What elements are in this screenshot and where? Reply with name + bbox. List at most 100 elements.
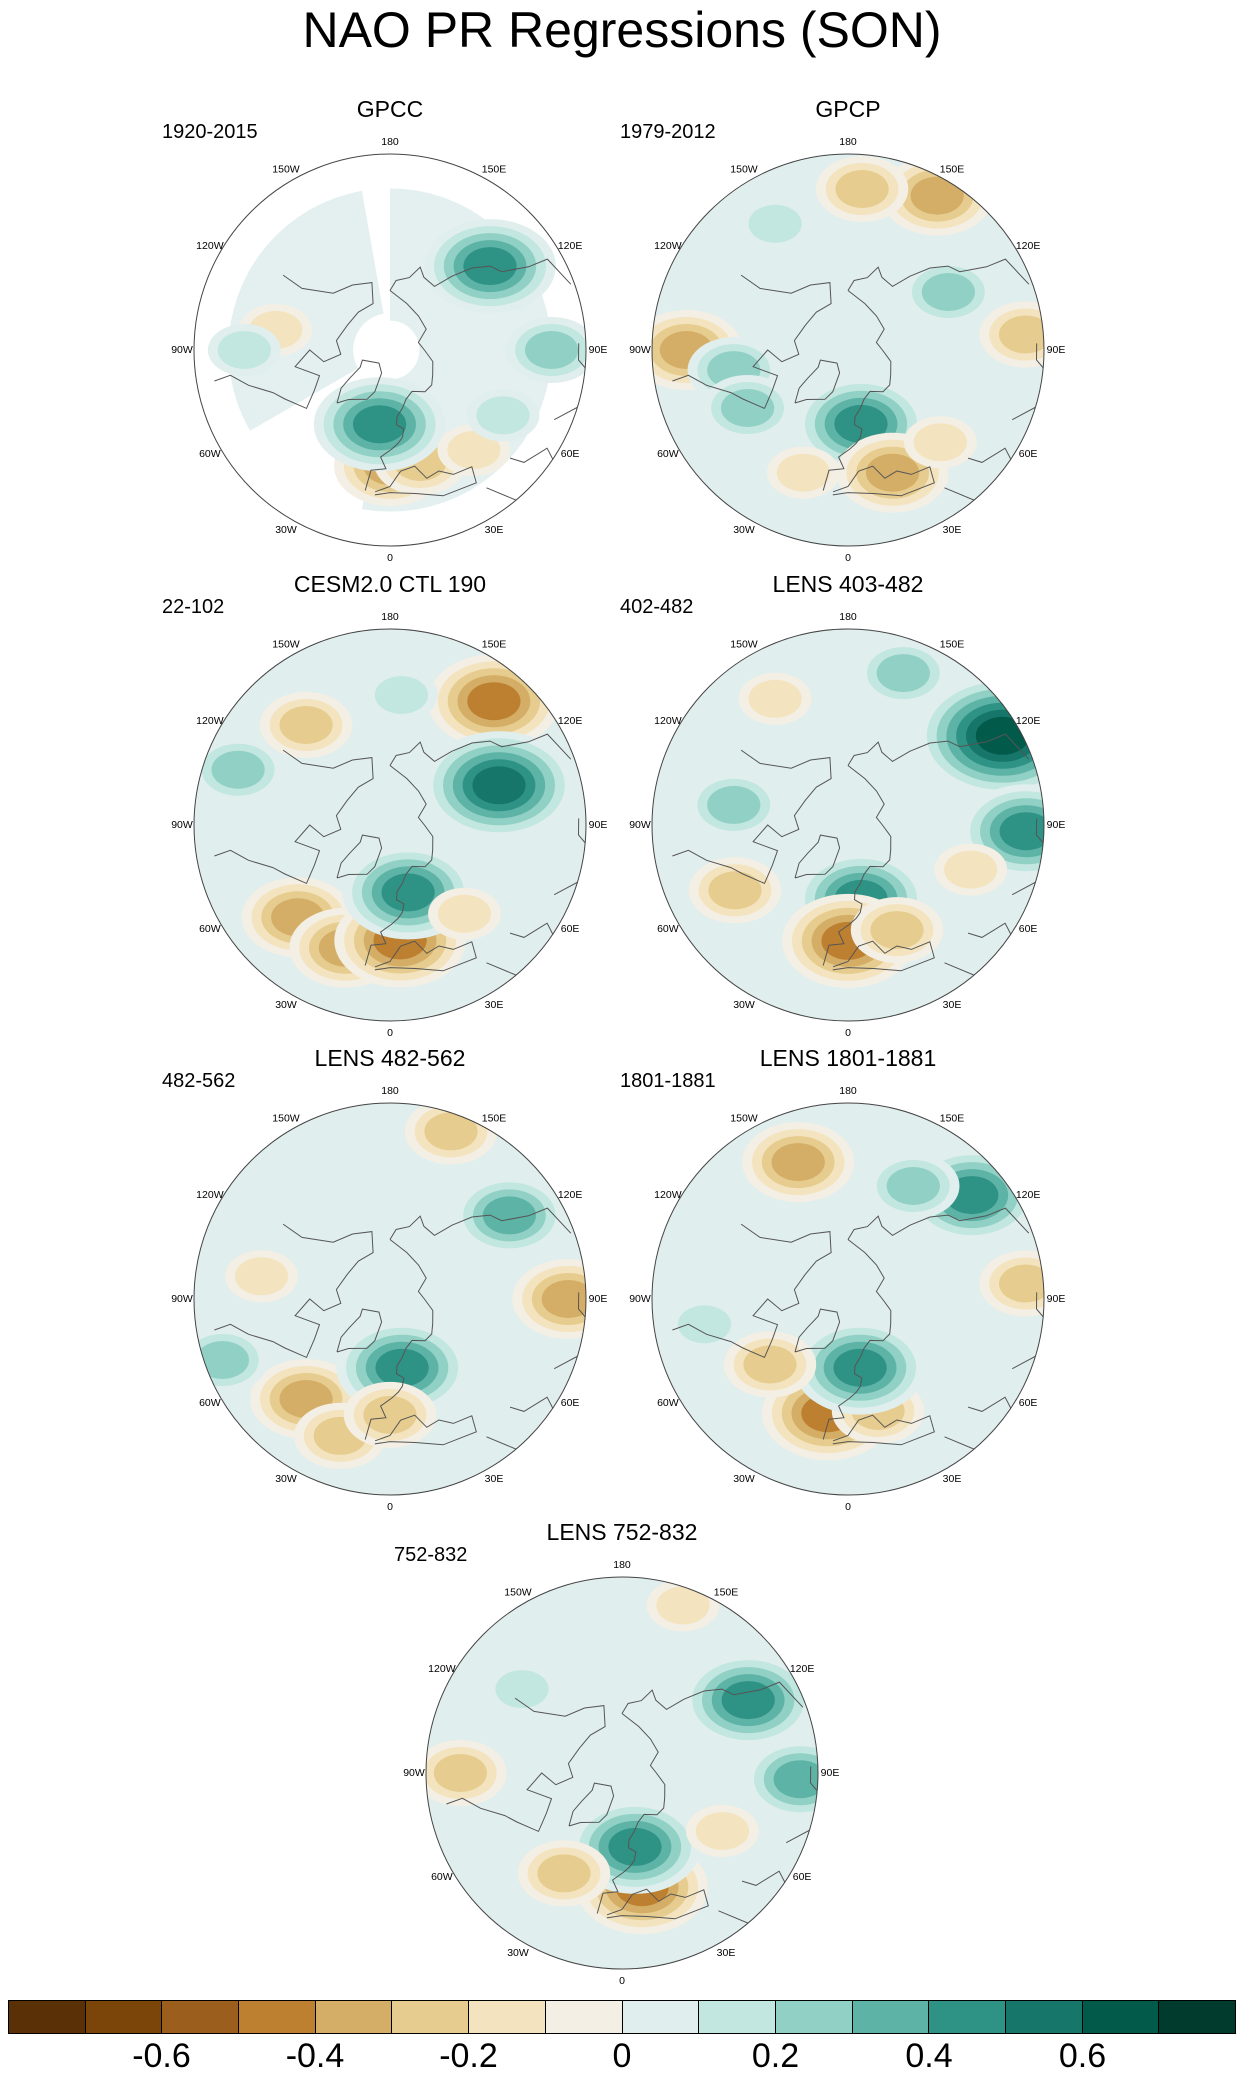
coastline-mediterranean	[832, 1414, 935, 1446]
longitude-label: 180	[839, 1085, 857, 1097]
longitude-label: 30W	[733, 524, 755, 536]
longitude-label: 60W	[431, 1871, 453, 1883]
colorbar-swatch	[392, 2001, 470, 2033]
longitude-label: 60W	[657, 448, 679, 460]
colorbar-tick-label: -0.6	[132, 2037, 191, 2075]
panel-period: 22-102	[162, 596, 225, 618]
longitude-label: 180	[613, 1559, 631, 1571]
anomaly-contour	[776, 453, 830, 492]
anomaly-contour	[834, 404, 888, 443]
anomaly-field	[668, 1122, 1044, 1461]
coastline-north-america	[672, 274, 832, 410]
panel-lens-752-832: LENS 752-832 752-832 180 150W 150E 120W 120E…	[392, 1518, 852, 1987]
coastline-europe	[596, 1713, 666, 1914]
longitude-label: 60W	[199, 448, 221, 460]
anomaly-contour	[999, 315, 1044, 354]
anomaly-contour	[695, 1812, 749, 1850]
polar-map: 180 150W 150E 120W 120E 90W 90E 60W 60E 30W 30E 0	[403, 1559, 839, 1987]
longitude-label: 150E	[714, 1587, 739, 1599]
anomaly-contour	[211, 750, 265, 789]
anomaly-contour	[999, 1264, 1044, 1303]
coastline-greenland	[794, 834, 841, 879]
anomaly-contour	[656, 1586, 710, 1625]
longitude-label: 30W	[733, 1473, 755, 1485]
coastline-north-america	[672, 749, 832, 885]
anomaly-contour	[476, 396, 530, 435]
longitude-label: 60E	[561, 923, 580, 935]
anomaly-contour	[381, 873, 435, 912]
longitude-label: 150E	[940, 639, 965, 651]
longitude-label: 60E	[1019, 923, 1038, 935]
anomaly-contour	[833, 1348, 887, 1387]
panel-lens-482-562: LENS 482-562 482-562 180 150W 150E 120W 120E…	[160, 1044, 620, 1513]
anomaly-contour	[707, 785, 761, 824]
longitude-label: 120E	[790, 1663, 815, 1675]
coastline-europe	[822, 765, 892, 966]
longitude-label: 60E	[1019, 448, 1038, 460]
anomaly-contour	[495, 1670, 549, 1709]
longitude-label: 150W	[504, 1587, 532, 1599]
longitude-label: 120W	[654, 1189, 682, 1201]
panel-gpcc: GPCC 1920-2015 180 150W 150E 120W 120E 90W 90E…	[160, 95, 620, 564]
anomaly-contour	[433, 1754, 487, 1792]
coastline-india	[1011, 818, 1044, 896]
anomaly-contour	[876, 654, 930, 693]
panel-period: 1920-2015	[162, 121, 258, 143]
longitude-label: 150W	[730, 639, 758, 651]
coastline-india	[553, 818, 586, 896]
coastline-india	[1011, 1292, 1044, 1370]
anomaly-contour	[234, 1257, 289, 1296]
map-border	[425, 1576, 819, 1970]
colorbar-swatch	[315, 2001, 393, 2033]
coastline-asia-east	[847, 1207, 1030, 1240]
colorbar-swatch	[9, 2001, 86, 2033]
coastline-india	[785, 1766, 818, 1844]
colorbar-tick-label: 0.4	[905, 2037, 953, 2075]
coastline-greenland	[794, 1308, 841, 1353]
colorbar-swatch	[852, 2001, 930, 2033]
polar-map: 180 150W 150E 120W 120E 90W 90E 60W 60E 30W 30E 0	[629, 611, 1065, 1039]
longitude-label: 60W	[657, 1397, 679, 1409]
coastline-mediterranean	[374, 1414, 477, 1446]
coastline-asia-east	[389, 733, 572, 766]
colorbar-swatch	[1005, 2001, 1083, 2033]
longitude-label: 30W	[275, 999, 297, 1011]
longitude-label: 30W	[275, 1473, 297, 1485]
colorbar-tick-label: -0.2	[439, 2037, 498, 2075]
longitude-label: 30E	[943, 999, 962, 1011]
longitude-label: 90E	[1047, 344, 1066, 356]
longitude-label: 90W	[403, 1767, 425, 1779]
panel-title: CESM2.0 CTL 190	[293, 571, 487, 597]
anomaly-contour	[525, 331, 579, 369]
longitude-label: 0	[387, 552, 393, 564]
longitude-label: 150W	[272, 1113, 300, 1125]
longitude-label: 120W	[196, 715, 224, 727]
panel-title: GPCC	[356, 96, 424, 122]
coastline-mediterranean	[374, 465, 477, 497]
longitude-label: 120E	[558, 715, 583, 727]
polar-map: 180 150W 150E 120W 120E 90W 90E 60W 60E 30W 30E 0	[629, 136, 1066, 564]
coastline-mediterranean	[832, 465, 935, 497]
panel-lens-403-482: LENS 403-482 402-482 180 150W 150E 120W 120E…	[618, 570, 1078, 1039]
anomaly-contour	[886, 1167, 940, 1205]
coastline-greenland	[794, 359, 841, 404]
anomaly-contour	[279, 706, 333, 744]
figure-title: NAO PR Regressions (SON)	[302, 2, 942, 58]
coastline-mediterranean	[374, 940, 477, 972]
panel-title: GPCP	[815, 96, 881, 122]
anomaly-contour	[866, 453, 920, 492]
coastline-north-america	[672, 1223, 832, 1359]
coastline-europe	[822, 290, 892, 491]
coastline-india	[553, 1292, 586, 1370]
land-data-region	[228, 190, 384, 431]
coastline-mediterranean	[832, 940, 935, 972]
map-border	[651, 1102, 1045, 1496]
anomaly-contour	[363, 1395, 417, 1434]
longitude-label: 30W	[733, 999, 755, 1011]
longitude-label: 0	[387, 1501, 393, 1513]
anomaly-contour	[708, 871, 762, 910]
longitude-label: 30E	[485, 999, 504, 1011]
colorbar-swatch	[239, 2001, 316, 2033]
longitude-label: 30E	[485, 524, 504, 536]
longitude-label: 30E	[943, 1473, 962, 1485]
